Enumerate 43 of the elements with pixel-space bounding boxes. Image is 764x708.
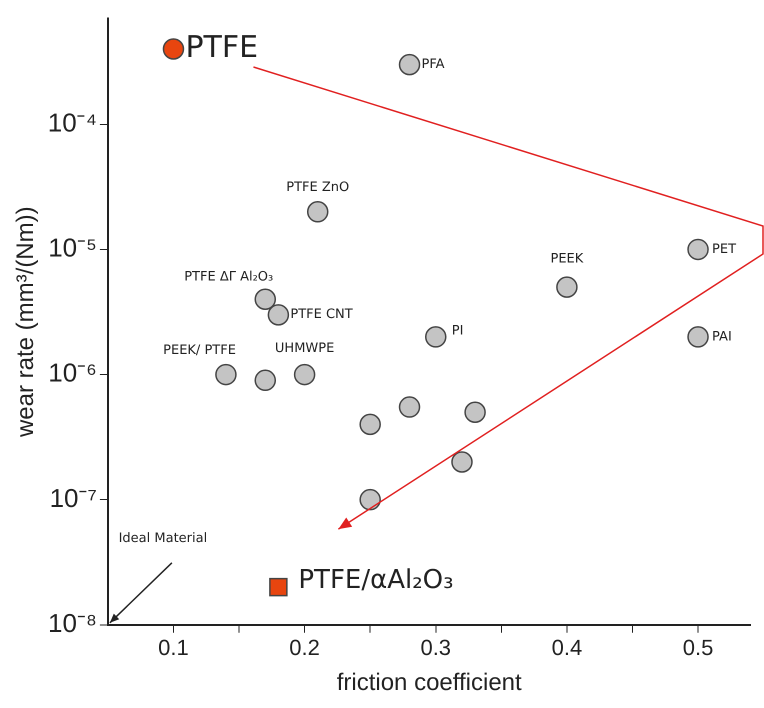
annotation: PTFE bbox=[185, 30, 258, 65]
point bbox=[687, 238, 709, 260]
point bbox=[398, 396, 420, 418]
y-tick-label: 10⁻⁷ bbox=[50, 482, 97, 513]
annotation: Ideal Material bbox=[118, 531, 208, 546]
point bbox=[425, 326, 447, 348]
annotation: PTFE CNT bbox=[290, 307, 353, 322]
y-tick-label: 10⁻⁶ bbox=[48, 358, 97, 388]
point bbox=[254, 288, 276, 310]
y-axis-title: wear rate (mm³/(Nm)) bbox=[12, 206, 40, 438]
annotation: UHMWPE bbox=[274, 340, 334, 356]
point bbox=[451, 451, 473, 473]
annotation: PTFE ΔΓ Al₂O₃ bbox=[184, 270, 274, 285]
annotation: PI bbox=[452, 323, 464, 338]
x-tick-label: 0.2 bbox=[289, 635, 320, 660]
point bbox=[359, 488, 381, 510]
annotation: PEEK/ PTFE bbox=[163, 342, 236, 358]
point bbox=[268, 304, 290, 326]
y-tick-label: 10⁻⁵ bbox=[48, 232, 97, 263]
point bbox=[464, 401, 486, 423]
point bbox=[162, 38, 184, 60]
y-tick-label: 10⁻⁸ bbox=[48, 608, 97, 638]
annotation: PEEK bbox=[550, 251, 584, 266]
annotation: PAI bbox=[712, 329, 732, 344]
annotation: PTFE ZnO bbox=[286, 180, 350, 196]
x-tick-label: 0.3 bbox=[420, 635, 452, 660]
point bbox=[398, 54, 420, 76]
point bbox=[556, 276, 578, 298]
point bbox=[359, 414, 381, 436]
annotation: PTFE/αAl₂O₃ bbox=[298, 564, 454, 595]
point bbox=[687, 326, 709, 348]
annotation: PFA bbox=[422, 57, 445, 72]
point bbox=[306, 201, 328, 223]
x-axis-title: friction coefficient bbox=[336, 669, 522, 696]
annotation: PET bbox=[712, 242, 736, 257]
x-tick-label: 0.4 bbox=[552, 635, 582, 660]
y-tick-label: 10⁻⁴ bbox=[48, 108, 97, 138]
point bbox=[215, 364, 237, 386]
point bbox=[294, 364, 316, 386]
x-tick-label: 0.1 bbox=[158, 635, 189, 660]
point bbox=[254, 370, 276, 392]
x-tick-label: 0.5 bbox=[682, 635, 714, 660]
point bbox=[269, 578, 288, 596]
